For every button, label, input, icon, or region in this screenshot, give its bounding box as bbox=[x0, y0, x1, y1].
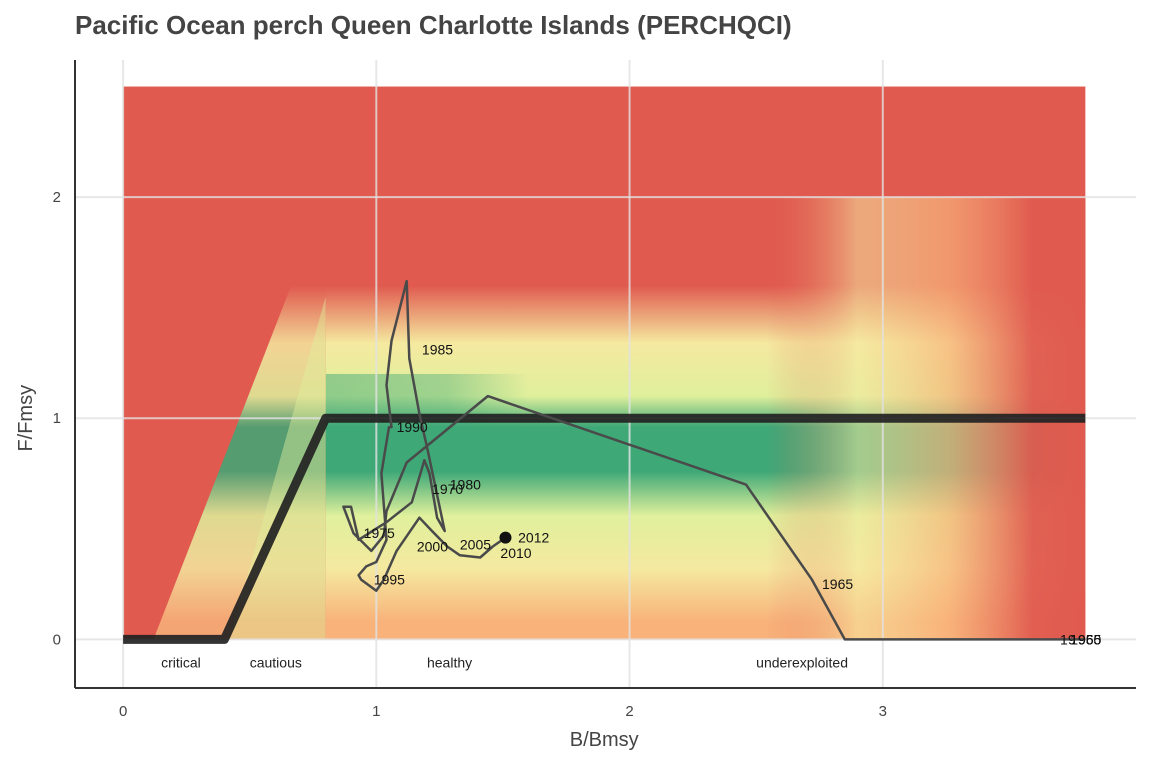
year-labels-group: 1965 1970 1975 1980 1985 1990 1995 2000 2005 2010… bbox=[364, 342, 1102, 648]
year-label-1975: 1975 bbox=[364, 525, 395, 541]
trajectory-line bbox=[342, 279, 1086, 641]
year-label-1970: 1970 bbox=[432, 481, 463, 497]
edge-label-3: 1965 bbox=[1070, 631, 1101, 647]
year-label-2010: 2010 bbox=[500, 545, 531, 561]
x-tick-label-0: 0 bbox=[119, 703, 127, 720]
axes-group: 0 1 2 3 0 1 2 B/Bmsy F/Fmsy bbox=[15, 60, 1136, 751]
current-point bbox=[499, 531, 512, 544]
y-tick-label-0: 0 bbox=[53, 631, 61, 648]
zone-label-critical: critical bbox=[161, 654, 201, 670]
reference-line-group bbox=[123, 413, 1086, 644]
y-tick-label-2: 2 bbox=[53, 189, 61, 206]
reference-line bbox=[123, 413, 1086, 644]
year-label-1990: 1990 bbox=[397, 419, 428, 435]
y-tick-label-1: 1 bbox=[53, 410, 61, 427]
trajectory-group bbox=[342, 279, 1086, 641]
zone-label-healthy: healthy bbox=[427, 654, 472, 670]
year-label-2005: 2005 bbox=[460, 536, 491, 552]
x-axis-label: B/Bmsy bbox=[570, 729, 639, 751]
year-label-2012: 2012 bbox=[518, 530, 549, 546]
x-tick-label-1: 1 bbox=[372, 703, 380, 720]
year-label-1965: 1965 bbox=[822, 576, 853, 592]
y-axis-label: F/Fmsy bbox=[15, 385, 37, 452]
zone-labels-group: critical cautious healthy underexploited bbox=[161, 654, 848, 670]
year-label-1995: 1995 bbox=[374, 572, 405, 588]
x-tick-label-3: 3 bbox=[879, 703, 887, 720]
zone-label-underexploited: underexploited bbox=[756, 654, 848, 670]
x-tick-label-2: 2 bbox=[625, 703, 633, 720]
chart-title: Pacific Ocean perch Queen Charlotte Isla… bbox=[75, 10, 792, 40]
edge-label-0: 19 bbox=[1060, 631, 1076, 647]
status-background bbox=[123, 86, 1086, 640]
cautious-inner bbox=[229, 296, 326, 640]
year-label-1980: 1980 bbox=[450, 477, 481, 493]
year-label-2000: 2000 bbox=[417, 538, 448, 554]
zone-label-cautious: cautious bbox=[250, 654, 302, 670]
year-label-1985: 1985 bbox=[422, 342, 453, 358]
edge-label-1: 1955 bbox=[1070, 631, 1101, 647]
edge-label-2: 1960 bbox=[1070, 631, 1101, 647]
